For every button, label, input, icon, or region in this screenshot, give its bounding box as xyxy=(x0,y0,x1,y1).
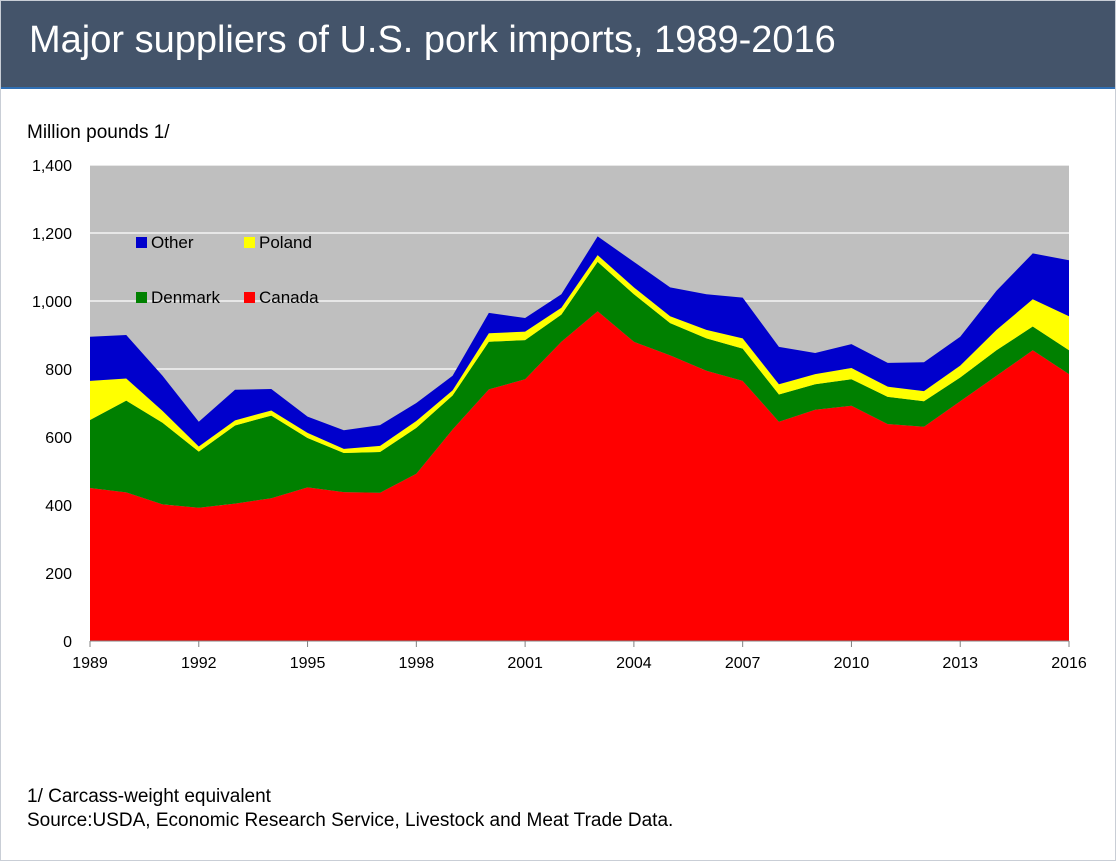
y-tick-label-1200: 1,200 xyxy=(32,226,72,243)
legend-label-poland: Poland xyxy=(259,233,312,252)
y-axis-unit-label: Million pounds 1/ xyxy=(27,122,170,143)
legend-label-canada: Canada xyxy=(259,288,319,307)
x-tick-label-2010: 2010 xyxy=(834,655,870,672)
legend-swatch-poland xyxy=(244,237,255,248)
x-tick-label-2016: 2016 xyxy=(1051,655,1087,672)
area-denmark xyxy=(90,261,1069,508)
y-tick-label-600: 600 xyxy=(45,430,72,447)
legend-swatch-denmark xyxy=(136,292,147,303)
x-tick-label-2007: 2007 xyxy=(725,655,761,672)
x-tick-label-2013: 2013 xyxy=(942,655,978,672)
area-other xyxy=(90,236,1069,449)
y-tick-label-0: 0 xyxy=(63,634,72,651)
chart-title: Major suppliers of U.S. pork imports, 19… xyxy=(29,19,836,61)
title-banner: Major suppliers of U.S. pork imports, 19… xyxy=(1,1,1115,89)
footnote: 1/ Carcass-weight equivalent xyxy=(27,786,271,807)
area-canada xyxy=(90,311,1069,641)
y-tick-label-400: 400 xyxy=(45,498,72,515)
y-tick-label-800: 800 xyxy=(45,362,72,379)
x-tick-label-1989: 1989 xyxy=(72,655,108,672)
legend-swatch-canada xyxy=(244,292,255,303)
x-tick-label-2004: 2004 xyxy=(616,655,652,672)
x-tick-label-1998: 1998 xyxy=(399,655,435,672)
legend-swatch-other xyxy=(136,237,147,248)
legend-label-denmark: Denmark xyxy=(151,288,220,307)
legend-label-other: Other xyxy=(151,233,194,252)
y-tick-label-1000: 1,000 xyxy=(32,294,72,311)
source-note: Source:USDA, Economic Research Service, … xyxy=(27,810,674,831)
x-tick-label-1995: 1995 xyxy=(290,655,326,672)
x-tick-label-1992: 1992 xyxy=(181,655,217,672)
x-tick-label-2001: 2001 xyxy=(507,655,543,672)
y-tick-label-200: 200 xyxy=(45,566,72,583)
y-tick-label-1400: 1,400 xyxy=(32,158,72,175)
